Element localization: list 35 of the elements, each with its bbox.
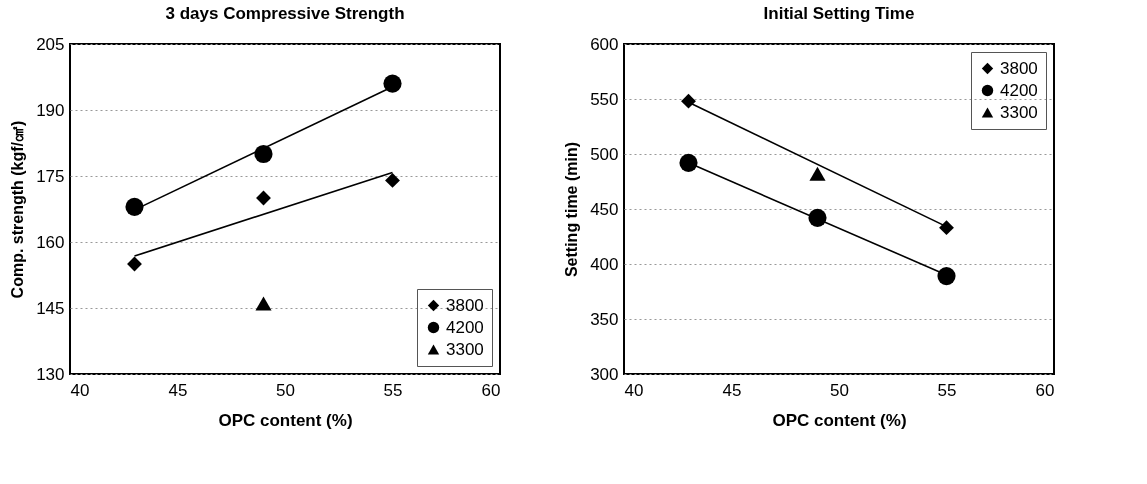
y-tick-label: 160 xyxy=(36,232,65,252)
legend-label: 4200 xyxy=(1000,80,1038,100)
y-tick-label: 400 xyxy=(590,254,619,274)
y-tick-label: 600 xyxy=(590,34,619,54)
y-tick-label: 350 xyxy=(590,309,619,329)
y-tick-label: 500 xyxy=(590,144,619,164)
x-tick-label: 50 xyxy=(276,380,295,400)
x-tick-label: 60 xyxy=(1035,380,1055,400)
legend-label: 4200 xyxy=(446,317,484,337)
legend-label: 3300 xyxy=(446,339,484,359)
chart-title: 3 days Compressive Strength xyxy=(165,4,405,23)
x-axis-title: OPC content (%) xyxy=(772,410,907,430)
y-tick-label: 205 xyxy=(36,34,65,54)
x-tick-label: 55 xyxy=(383,380,403,400)
y-axis-title: Setting time (min) xyxy=(563,141,581,278)
y-tick-label: 190 xyxy=(36,100,65,120)
x-tick-label: 50 xyxy=(830,380,849,400)
y-axis-title: Comp. strength (kgf/㎠) xyxy=(9,120,27,299)
y-tick-label: 300 xyxy=(590,364,619,384)
y-tick-label: 130 xyxy=(36,364,65,384)
chart-title: Initial Setting Time xyxy=(763,4,915,23)
legend-label: 3300 xyxy=(1000,102,1038,122)
x-tick-label: 55 xyxy=(937,380,957,400)
y-tick-label: 145 xyxy=(36,298,65,318)
y-tick-label: 175 xyxy=(36,166,65,186)
x-tick-label: 60 xyxy=(481,380,501,400)
x-axis-title: OPC content (%) xyxy=(218,410,353,430)
y-tick-label: 450 xyxy=(590,199,619,219)
legend-label: 3800 xyxy=(1000,58,1038,78)
x-tick-label: 40 xyxy=(624,380,644,400)
x-tick-label: 45 xyxy=(722,380,742,400)
x-tick-label: 45 xyxy=(168,380,188,400)
x-tick-label: 40 xyxy=(70,380,90,400)
y-tick-label: 550 xyxy=(590,89,619,109)
legend-label: 3800 xyxy=(446,295,484,315)
